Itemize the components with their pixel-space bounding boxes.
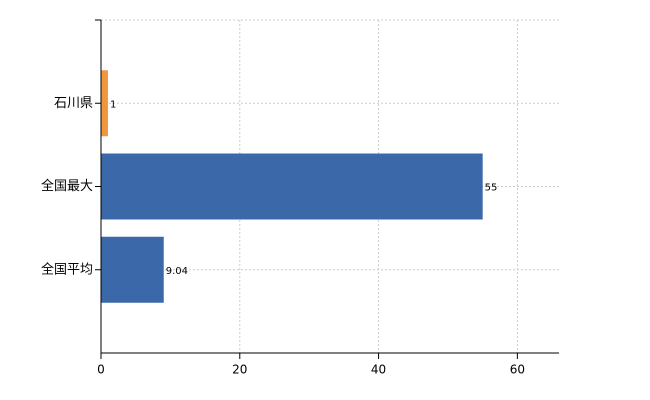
value-label: 9.04 (166, 266, 188, 277)
bar (101, 236, 164, 303)
y-tick-label: 全国平均 (41, 261, 93, 277)
x-tick-label: 20 (232, 363, 247, 377)
bar (101, 70, 108, 137)
bar (101, 153, 483, 220)
y-tick-label: 石川県 (54, 96, 93, 111)
value-label: 55 (485, 183, 498, 194)
x-tick-label: 60 (510, 363, 525, 377)
x-tick-label: 0 (97, 363, 105, 377)
x-tick-label: 40 (371, 363, 386, 377)
y-tick-label: 全国最大 (41, 178, 93, 194)
value-label: 1 (110, 99, 116, 110)
